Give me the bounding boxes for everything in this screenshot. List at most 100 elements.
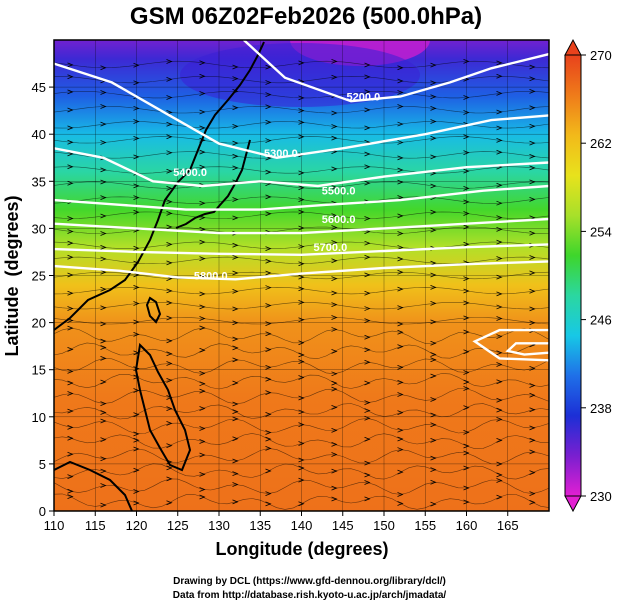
streamline-arrow <box>265 104 272 110</box>
streamline-arrow <box>397 501 404 506</box>
streamline-arrow <box>430 183 437 189</box>
streamline-arrow <box>133 209 140 215</box>
streamline-arrow <box>166 121 173 127</box>
streamline-arrow <box>463 168 470 174</box>
streamline-arrow <box>265 169 272 175</box>
contour-line <box>472 328 549 362</box>
streamline-arrow <box>298 352 305 358</box>
streamline-arrow <box>232 153 239 159</box>
streamline-arrow <box>199 256 206 261</box>
streamline-arrow <box>529 470 536 476</box>
contour-line <box>242 40 549 103</box>
streamline-arrow <box>232 499 239 505</box>
streamline-arrow <box>430 357 437 363</box>
streamline-arrow <box>496 215 503 221</box>
streamline-arrow <box>265 390 272 396</box>
streamline-arrow <box>166 288 173 294</box>
streamline-arrow <box>529 437 536 443</box>
streamline-arrow <box>100 401 107 406</box>
colorbar-tick-label: 230 <box>590 489 612 504</box>
streamline-arrow <box>133 437 140 443</box>
streamline-arrow <box>265 64 272 70</box>
streamline-arrow <box>100 483 107 488</box>
streamline-arrow <box>265 80 272 85</box>
streamline-arrow <box>463 241 470 247</box>
streamline-arrow <box>397 245 404 250</box>
streamline-arrow <box>166 465 173 471</box>
streamline-arrow <box>265 211 272 217</box>
streamline-arrow <box>100 244 107 250</box>
colorbar-ticks: 230 238 246 254 262 270 <box>581 48 612 504</box>
contour-label: 5200.0 <box>347 92 381 104</box>
streamline-arrow <box>67 494 74 500</box>
streamline-arrow <box>265 92 272 98</box>
streamline-arrow <box>166 300 173 306</box>
streamline-arrow <box>100 410 107 415</box>
streamline-arrow <box>166 361 173 366</box>
credit-dcl: Drawing by DCL (https://www.gfd-dennou.o… <box>173 576 446 587</box>
x-tick-label: 145 <box>332 518 354 533</box>
streamline-arrow <box>331 135 338 141</box>
streamline-arrow <box>331 315 338 320</box>
streamline-arrow <box>298 441 305 446</box>
streamline-arrow <box>166 315 173 321</box>
streamline-arrow <box>67 488 74 494</box>
streamline-arrow <box>100 305 107 311</box>
streamline-arrow <box>265 430 272 435</box>
streamline-arrow <box>166 59 173 64</box>
streamline-arrow <box>331 496 338 502</box>
streamline-arrow <box>529 288 536 294</box>
streamline-arrow <box>364 164 371 170</box>
streamline-arrow <box>529 270 536 276</box>
streamline-arrow <box>463 150 470 155</box>
streamline-arrow <box>298 261 305 267</box>
streamline-arrow <box>100 121 107 127</box>
coastline <box>54 41 265 511</box>
colorbar-tick-label: 254 <box>590 224 612 239</box>
streamline-arrow <box>232 306 239 312</box>
streamline-arrow <box>67 435 74 441</box>
streamline-arrow <box>100 338 107 344</box>
streamline-arrow <box>133 388 140 393</box>
streamline-arrow <box>232 64 239 70</box>
streamline-arrow <box>133 195 140 200</box>
contour-label: 5500.0 <box>322 186 356 198</box>
streamline-arrow <box>265 285 272 290</box>
streamline-arrow <box>397 410 404 415</box>
streamline-arrow <box>496 472 503 478</box>
streamline-arrow <box>364 290 371 296</box>
y-tick-label: 20 <box>32 316 46 331</box>
contour-label: 5800.0 <box>194 271 228 283</box>
y-tick-label: 30 <box>32 221 46 236</box>
streamline-arrow <box>397 379 404 385</box>
streamline-arrow <box>397 121 404 127</box>
streamline-arrow <box>463 379 470 385</box>
streamline-arrow <box>496 416 503 422</box>
streamline-arrow <box>67 164 74 170</box>
streamline-arrow <box>496 334 503 339</box>
streamline-arrow <box>430 154 437 160</box>
streamline-arrow <box>364 240 371 246</box>
streamline-arrow <box>397 286 404 292</box>
streamline-arrow <box>199 316 206 321</box>
streamline-arrow <box>463 199 470 205</box>
streamline-arrow <box>265 194 272 200</box>
streamline-arrow <box>100 345 107 350</box>
x-tick-label: 120 <box>126 518 148 533</box>
streamline-arrow <box>364 89 371 95</box>
streamline-arrow <box>298 170 305 176</box>
streamline-arrow <box>199 426 206 431</box>
x-tick-label: 130 <box>208 518 230 533</box>
streamline-arrow <box>397 65 404 71</box>
streamline-arrow <box>133 136 140 141</box>
streamline-arrow <box>166 443 173 448</box>
streamline-arrow <box>265 376 272 382</box>
streamline-arrow <box>364 480 371 485</box>
x-tick-label: 160 <box>456 518 478 533</box>
streamline-arrow <box>331 468 338 474</box>
streamline-arrow <box>298 465 305 471</box>
streamline-arrow <box>67 272 74 278</box>
streamline-arrow <box>430 285 437 290</box>
y-tick-label: 10 <box>32 410 46 425</box>
streamline-arrow <box>463 443 470 449</box>
